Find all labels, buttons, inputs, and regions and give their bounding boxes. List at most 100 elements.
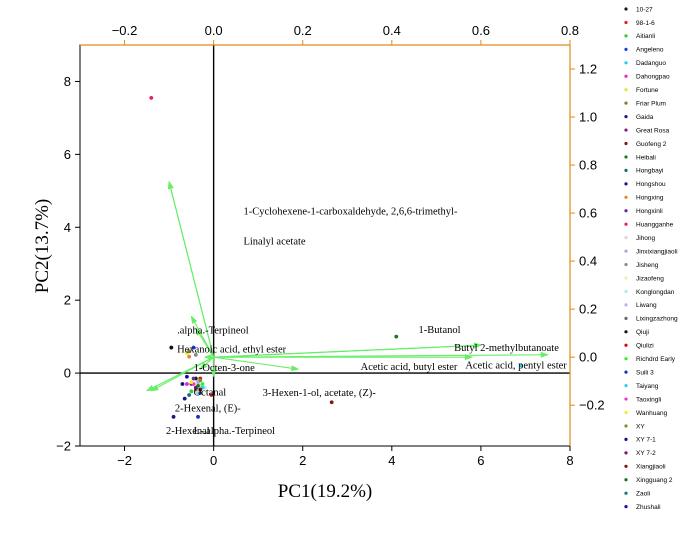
right-tick-label: 0.8 bbox=[579, 158, 597, 173]
legend-label: Friar Plum bbox=[636, 100, 666, 107]
score-point bbox=[196, 414, 200, 419]
top-tick-label: 0.6 bbox=[472, 23, 490, 38]
y-tick-label: 8 bbox=[64, 74, 71, 89]
legend-marker bbox=[624, 330, 628, 334]
x-tick-label: 8 bbox=[566, 453, 573, 468]
legend-label: Jihong bbox=[636, 235, 656, 242]
legend-marker bbox=[624, 437, 628, 441]
legend-marker bbox=[624, 384, 628, 388]
x-tick-label: 6 bbox=[477, 453, 484, 468]
legend-marker bbox=[624, 410, 628, 415]
legend-label: Hongbayi bbox=[636, 168, 663, 175]
legend-marker bbox=[624, 101, 628, 105]
legend-label: Fortune bbox=[636, 87, 659, 94]
legend-marker bbox=[624, 88, 628, 92]
loading-label: .alpha.-Terpineol bbox=[177, 326, 249, 337]
legend-marker bbox=[624, 478, 628, 482]
legend-label: Taiyang bbox=[636, 383, 659, 390]
right-tick-label: −0.2 bbox=[579, 398, 605, 413]
legend-marker bbox=[624, 182, 628, 186]
score-point bbox=[171, 414, 176, 419]
score-point bbox=[329, 400, 334, 405]
y-tick-label: 6 bbox=[64, 147, 71, 162]
legend-label: Qiulizi bbox=[636, 343, 654, 350]
legend-marker bbox=[624, 141, 628, 146]
legend-label: Qiuji bbox=[636, 329, 649, 336]
legend-label: Jisheng bbox=[636, 262, 659, 269]
legend-marker bbox=[624, 370, 628, 374]
loading-vector bbox=[213, 342, 482, 358]
legend-label: Konglongdan bbox=[636, 289, 675, 296]
loading-label: Octanal bbox=[194, 388, 227, 399]
legend-label: Dadanguo bbox=[636, 60, 666, 67]
loading-label: 1-Butanol bbox=[419, 325, 461, 336]
legend-marker bbox=[624, 289, 628, 294]
loading-vector bbox=[195, 327, 215, 358]
x-tick-label: 2 bbox=[299, 453, 306, 468]
axes: −2 0 2 4 6 8 −2 0 2 4 6 8 −0.2 0.0 0.2 0.4 0.6 0.8 −0.2 0.0… bbox=[56, 23, 605, 468]
top-tick-label: 0.8 bbox=[561, 23, 579, 38]
score-point bbox=[149, 95, 154, 100]
right-tick-label: 1.2 bbox=[579, 62, 597, 77]
legend-label: Taoxingli bbox=[636, 396, 661, 403]
legend-label: Zaoli bbox=[636, 491, 650, 498]
loading-vector bbox=[145, 356, 214, 392]
legend-marker bbox=[624, 343, 628, 347]
legend-label: Liwang bbox=[636, 302, 657, 309]
loading-label: Hexanoic acid, ethyl ester bbox=[177, 345, 287, 356]
legend-marker bbox=[624, 128, 628, 132]
legend-marker bbox=[624, 316, 628, 320]
legend-marker bbox=[624, 491, 628, 495]
top-tick-label: 0.0 bbox=[205, 23, 223, 38]
legend: 10-27 98-1-6 Aitianli Angeleno Dadanguo Dahon… bbox=[624, 6, 678, 511]
score-point bbox=[198, 378, 203, 383]
score-point bbox=[196, 383, 200, 388]
legend-label: Jizaofeng bbox=[636, 275, 664, 282]
x-tick-label: 4 bbox=[388, 453, 395, 468]
score-point bbox=[169, 345, 174, 350]
right-tick-label: 0.6 bbox=[579, 206, 597, 221]
legend-marker bbox=[624, 222, 628, 226]
right-tick-label: 0.4 bbox=[579, 254, 597, 269]
legend-label: Hongshou bbox=[636, 181, 666, 188]
x-axis-title: PC1(19.2%) bbox=[278, 481, 372, 502]
legend-label: XY 7-1 bbox=[636, 437, 656, 444]
legend-label: Richdrd Early bbox=[636, 356, 676, 363]
legend-marker bbox=[624, 20, 628, 25]
top-tick-label: 0.4 bbox=[383, 23, 401, 38]
score-point bbox=[200, 382, 205, 386]
legend-label: XY bbox=[636, 423, 645, 430]
score-point bbox=[187, 354, 192, 359]
legend-marker bbox=[624, 115, 628, 119]
legend-label: Hongxinli bbox=[636, 208, 663, 215]
loading-label: 2-Hexenal, (E)- bbox=[175, 403, 241, 414]
right-tick-label: 1.0 bbox=[579, 110, 597, 125]
legend-label: Jinxixiangjiaoli bbox=[636, 248, 678, 255]
legend-marker bbox=[624, 7, 628, 11]
legend-marker bbox=[624, 236, 628, 240]
legend-label: Angeleno bbox=[636, 47, 664, 54]
legend-marker bbox=[624, 262, 628, 267]
legend-marker bbox=[624, 47, 628, 51]
loading-vector bbox=[167, 180, 215, 358]
legend-marker bbox=[624, 357, 628, 361]
score-point bbox=[191, 345, 196, 350]
score-point bbox=[189, 380, 194, 385]
legend-label: Xingguang 2 bbox=[636, 477, 673, 484]
legend-label: Suili 3 bbox=[636, 369, 654, 376]
legend-label: Hongxing bbox=[636, 195, 664, 202]
score-point bbox=[198, 391, 203, 396]
plot-frame bbox=[79, 44, 571, 447]
legend-marker bbox=[624, 155, 628, 159]
loading-label: 1-Octen-3-one bbox=[194, 363, 256, 374]
score-point bbox=[187, 393, 192, 397]
score-point bbox=[182, 396, 187, 401]
legend-label: Gaida bbox=[636, 114, 654, 121]
loading-vector bbox=[213, 351, 549, 358]
y-tick-label: −2 bbox=[56, 439, 71, 454]
legend-label: Xiangjiaoli bbox=[636, 464, 666, 471]
right-tick-label: 0.2 bbox=[579, 302, 597, 317]
right-tick-label: 0.0 bbox=[579, 350, 597, 365]
legend-label: Heibali bbox=[636, 154, 656, 161]
